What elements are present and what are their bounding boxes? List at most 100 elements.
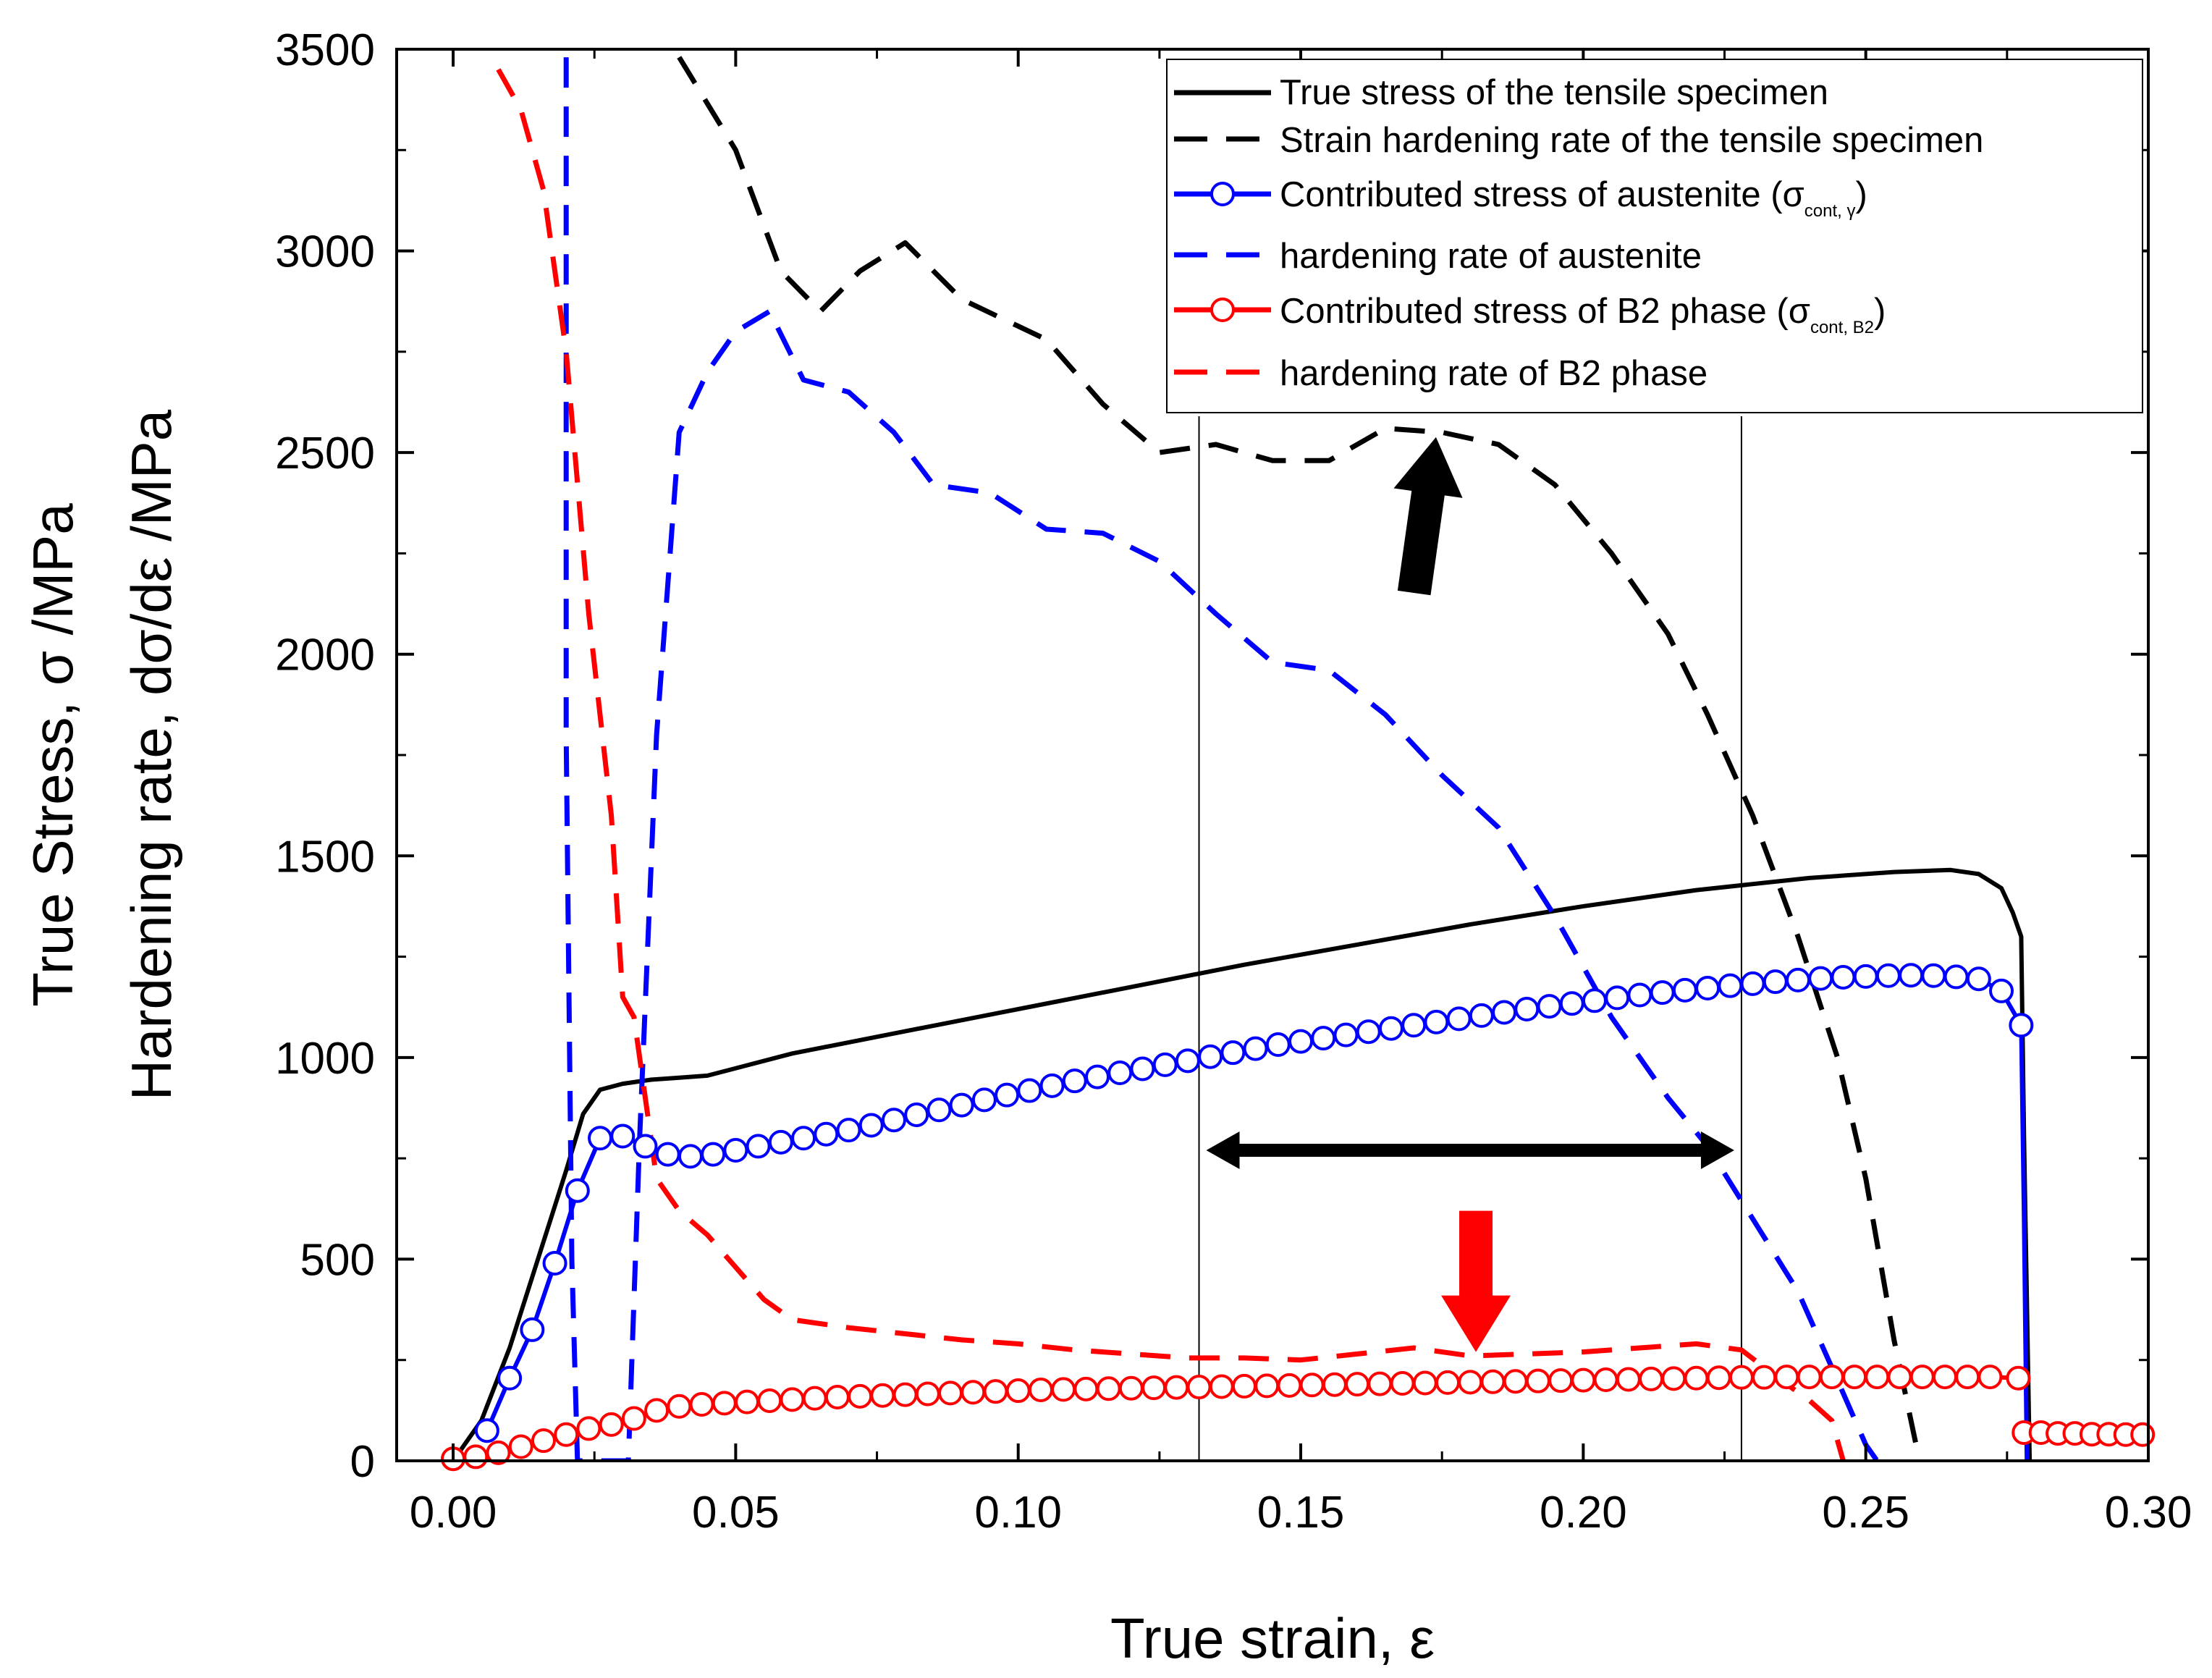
series-line-hardening_b2	[496, 68, 1846, 1461]
marker-stress_austenite	[1039, 1073, 1065, 1098]
marker-stress_austenite	[1899, 963, 1924, 988]
marker-stress_b2	[667, 1394, 692, 1419]
legend-marker-stress_b2	[1210, 298, 1235, 322]
legend-label-hardening-b2: hardening rate of B2 phase	[1280, 354, 1707, 393]
marker-stress_austenite	[926, 1097, 952, 1123]
marker-stress_b2	[1096, 1376, 1121, 1401]
marker-stress_b2	[1932, 1365, 1957, 1390]
y-tick-label: 3000	[275, 227, 375, 277]
marker-stress_b2	[1661, 1366, 1687, 1391]
legend-label-hardening-austenite: hardening rate of austenite	[1280, 237, 1702, 276]
marker-stress_b2	[735, 1389, 759, 1415]
marker-stress_b2	[1548, 1368, 1574, 1394]
marker-stress_austenite	[1469, 1003, 1494, 1028]
marker-stress_austenite	[791, 1126, 816, 1151]
marker-stress_austenite	[1537, 994, 1562, 1019]
marker-stress_austenite	[1288, 1029, 1314, 1054]
marker-stress_austenite	[1311, 1026, 1336, 1051]
marker-stress_austenite	[1017, 1078, 1042, 1103]
marker-stress_b2	[892, 1382, 918, 1407]
marker-stress_b2	[848, 1383, 873, 1409]
marker-stress_b2	[599, 1412, 624, 1437]
marker-stress_b2	[1887, 1365, 1912, 1390]
marker-stress_b2	[1774, 1365, 1799, 1390]
marker-stress_austenite	[1786, 967, 1810, 992]
y-tick-label: 2500	[275, 429, 375, 478]
marker-stress_b2	[1616, 1367, 1641, 1392]
marker-stress_b2	[1277, 1373, 1302, 1398]
red-down-arrow	[1441, 1210, 1511, 1352]
marker-stress_b2	[1571, 1367, 1596, 1393]
marker-stress_austenite	[1243, 1036, 1268, 1061]
marker-stress_austenite	[1424, 1009, 1449, 1034]
legend-label-hardening-specimen: Strain hardening rate of the tensile spe…	[1280, 121, 1983, 160]
marker-stress_austenite	[836, 1118, 861, 1143]
legend: True stress of the tensile specimen Stra…	[1166, 59, 2143, 413]
marker-stress_austenite	[588, 1126, 613, 1151]
vertical-guide-lines	[1198, 416, 1742, 1461]
x-tick-label: 0.20	[1540, 1488, 1627, 1538]
marker-stress_austenite	[520, 1317, 545, 1342]
marker-stress_b2	[463, 1444, 489, 1470]
marker-stress_b2	[531, 1428, 556, 1454]
marker-stress_austenite	[814, 1121, 839, 1147]
marker-stress_austenite	[723, 1138, 748, 1163]
x-axis-title: True strain, ε	[1110, 1606, 1435, 1670]
marker-stress_austenite	[1718, 973, 1743, 998]
marker-stress_b2	[554, 1422, 579, 1447]
marker-stress_b2_tail	[2130, 1422, 2156, 1447]
marker-stress_austenite	[701, 1142, 726, 1167]
marker-stress_austenite	[1853, 964, 1878, 989]
y-axis-title-line2: Hardening rate, dσ/dε /MPa	[119, 409, 183, 1100]
marker-stress_austenite	[1446, 1006, 1472, 1032]
legend-label-true-stress: True stress of the tensile specimen	[1280, 73, 1828, 112]
marker-stress_b2	[1164, 1375, 1189, 1400]
marker-stress_b2	[1209, 1374, 1234, 1399]
marker-stress_austenite	[746, 1134, 771, 1159]
marker-stress_austenite	[633, 1134, 658, 1159]
marker-stress_austenite	[610, 1123, 636, 1149]
marker-stress_austenite	[768, 1129, 793, 1155]
marker-stress_b2	[915, 1381, 940, 1407]
marker-stress_austenite	[1085, 1064, 1110, 1089]
marker-stress_b2	[961, 1380, 986, 1405]
marker-stress_austenite	[1175, 1048, 1200, 1074]
x-tick-label: 0.30	[2105, 1488, 2192, 1538]
marker-stress_b2	[757, 1388, 782, 1413]
series-line-true_stress	[451, 867, 2032, 1461]
marker-stress_b2	[1865, 1365, 1890, 1390]
marker-stress_austenite	[1401, 1013, 1427, 1038]
marker-stress_austenite	[1492, 1000, 1517, 1025]
marker-stress_b2	[1345, 1372, 1370, 1397]
marker-stress_b2	[1073, 1376, 1099, 1401]
marker-stress_b2	[1639, 1366, 1664, 1391]
marker-stress_b2	[621, 1406, 646, 1431]
marker-stress_austenite	[881, 1108, 906, 1133]
marker-stress_austenite	[1943, 964, 1969, 990]
marker-stress_austenite	[474, 1418, 499, 1443]
legend-label-stress-b2: Contributed stress of B2 phase (σcont, B…	[1280, 292, 1886, 337]
marker-stress_austenite	[1152, 1052, 1178, 1077]
marker-stress_b2	[1842, 1365, 1867, 1390]
marker-stress_b2	[1412, 1370, 1438, 1396]
marker-stress_b2	[1458, 1370, 1483, 1395]
marker-stress_austenite	[1672, 977, 1697, 1003]
marker-stress_b2	[1480, 1369, 1506, 1394]
marker-stress_b2	[1028, 1377, 1053, 1402]
marker-stress_b2	[1299, 1373, 1325, 1398]
marker-stress_b2	[1977, 1365, 2003, 1390]
marker-stress_austenite	[1627, 982, 1652, 1008]
marker-stress_austenite	[1989, 978, 2014, 1003]
y-tick-label: 1000	[275, 1034, 375, 1084]
marker-stress_austenite	[1514, 997, 1540, 1021]
marker-stress_austenite	[1921, 963, 1946, 988]
legend-label-stress-austenite: Contributed stress of austenite (σcont, …	[1280, 175, 1867, 221]
marker-stress_austenite	[1763, 969, 1788, 995]
x-tick-label: 0.00	[410, 1488, 497, 1538]
marker-stress_b2	[689, 1392, 714, 1417]
black-up-arrow	[1393, 437, 1463, 596]
marker-stress_b2	[1186, 1375, 1212, 1400]
marker-stress_austenite	[1808, 966, 1833, 991]
marker-stress_b2	[1525, 1368, 1550, 1394]
